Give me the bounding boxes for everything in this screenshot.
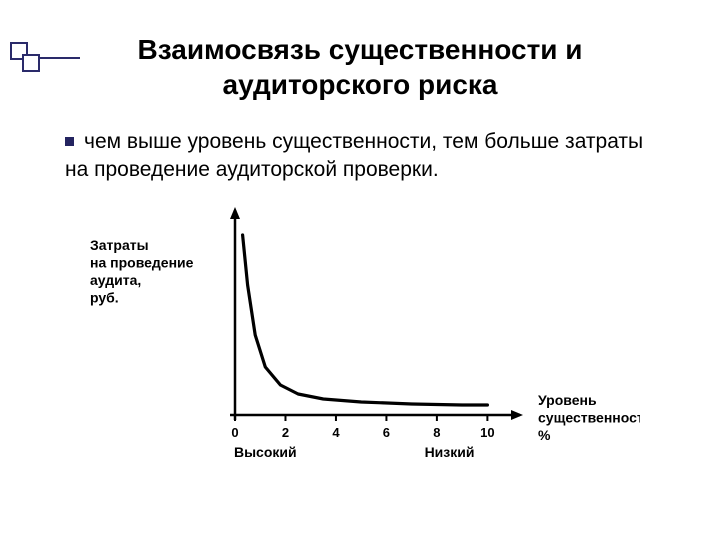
- svg-text:10: 10: [480, 425, 494, 440]
- slide-title: Взаимосвязь существенности и аудиторског…: [0, 32, 720, 102]
- bullet-text: чем выше уровень существенности, тем бол…: [65, 130, 643, 181]
- svg-text:8: 8: [433, 425, 440, 440]
- svg-text:4: 4: [332, 425, 340, 440]
- svg-text:0: 0: [231, 425, 238, 440]
- title-line-1: Взаимосвязь существенности и: [137, 34, 582, 65]
- bullet-paragraph: чем выше уровень существенности, тем бол…: [65, 128, 665, 185]
- svg-text:2: 2: [282, 425, 289, 440]
- svg-text:Уровень: Уровень: [538, 392, 597, 408]
- svg-text:на проведение: на проведение: [90, 254, 194, 270]
- square-bullet-icon: [65, 137, 74, 146]
- svg-text:Низкий: Низкий: [425, 444, 475, 460]
- svg-text:Высокий: Высокий: [234, 444, 297, 460]
- svg-text:%: %: [538, 427, 551, 443]
- svg-text:аудита,: аудита,: [90, 272, 141, 288]
- svg-text:существенности,: существенности,: [538, 409, 640, 425]
- svg-text:Затраты: Затраты: [90, 237, 149, 253]
- svg-text:6: 6: [383, 425, 390, 440]
- title-line-2: аудиторского риска: [223, 69, 498, 100]
- audit-cost-chart: 0 2 4 6 8 10 Затратына проведение аудита,руб. Ур…: [80, 205, 640, 480]
- chart-container: 0 2 4 6 8 10 Затратына проведение аудита,руб. Ур…: [80, 205, 640, 480]
- svg-text:руб.: руб.: [90, 289, 119, 305]
